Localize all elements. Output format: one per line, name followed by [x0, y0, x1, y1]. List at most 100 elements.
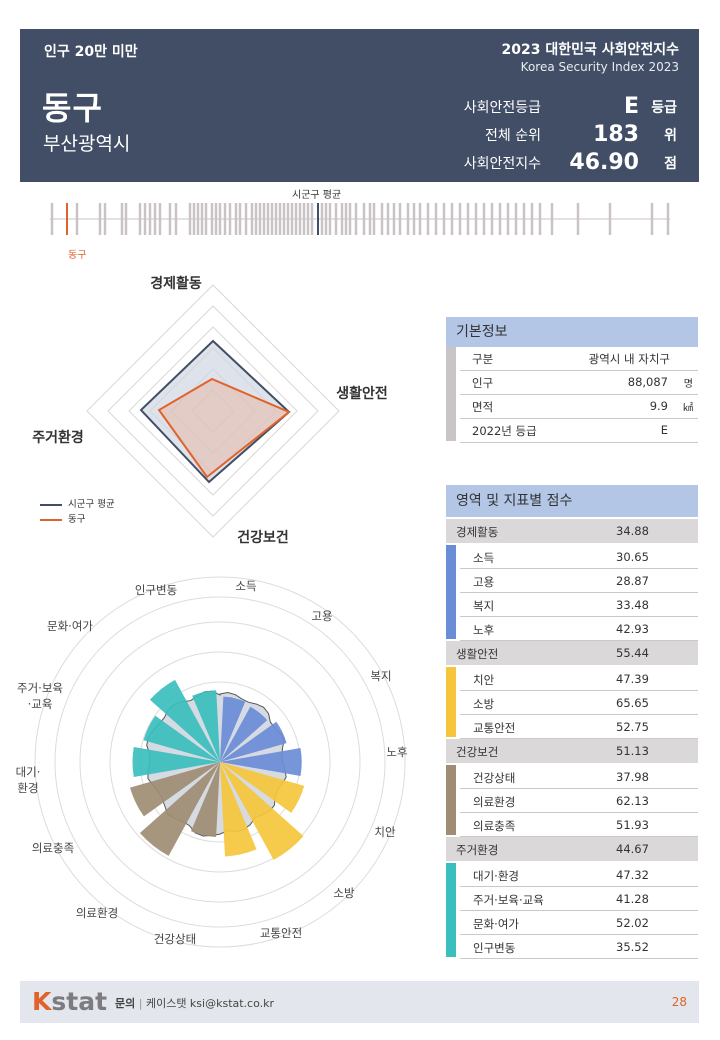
rose-wedge: [220, 748, 302, 776]
legend-item-self: 동구: [38, 512, 115, 527]
rank-strip-ticks: [50, 203, 670, 235]
legend-swatch-avg: [40, 504, 62, 506]
score-indicator-value: 47.32: [616, 868, 649, 882]
radar-axis-label: 생활안전: [336, 385, 388, 402]
score-indicator-value: 35.52: [616, 940, 649, 954]
rank-row: 전체 순위 183 위: [439, 121, 679, 147]
rank-strip-avg-label: 시군구 평균: [292, 190, 342, 201]
rose-label: 건강상태: [154, 932, 196, 946]
score-indicator-row: 고용 28.87: [460, 569, 698, 593]
basic-info-row: 인구 88,087 명: [460, 371, 698, 395]
radar-axis-label: 건강보건: [237, 529, 289, 546]
score-indicator-value: 52.02: [616, 916, 649, 930]
score-indicator-row: 복지 33.48: [460, 593, 698, 617]
rank-strip: [50, 203, 670, 235]
score-indicator-value: 37.98: [616, 770, 649, 784]
score-domain-name: 생활안전: [456, 647, 499, 661]
score-domain-row: 생활안전 55.44: [446, 641, 698, 665]
basic-info-unit: 명: [683, 379, 693, 390]
score-indicator-name: 복지: [473, 599, 495, 613]
rose-label: 고용: [311, 609, 332, 623]
radar-grid-ring: [86, 284, 340, 538]
rose-ring: [79, 621, 361, 903]
rose-wedge: [220, 762, 304, 860]
district-name: 동구: [42, 89, 103, 127]
score-indicator-name: 의료충족: [473, 819, 516, 833]
score-indicator-value: 47.39: [616, 672, 649, 686]
score-domain-value: 55.44: [616, 646, 649, 660]
radar-self-polygon: [157, 377, 291, 479]
score-domain-name: 건강보건: [456, 745, 499, 759]
rose-label: 소방: [333, 886, 355, 900]
score-indicator-name: 건강상태: [473, 771, 516, 785]
contact-text[interactable]: 케이스탯 ksi@kstat.co.kr: [145, 997, 275, 1010]
score-domain-bar: [446, 545, 456, 639]
rank-value: 183: [593, 122, 639, 147]
rose-label: 치안: [374, 825, 396, 839]
radar-legend: 시군구 평균 동구: [38, 497, 115, 527]
basic-info-row: 구분 광역시 내 자치구: [460, 347, 698, 371]
index-value: 46.90: [569, 150, 639, 175]
grade-value: E: [623, 94, 639, 119]
rank-label: 전체 순위: [485, 128, 541, 144]
legend-label-avg: 시군구 평균: [68, 499, 115, 510]
rose-label: 소득: [235, 579, 256, 593]
radar-grid-ring: [128, 326, 298, 496]
rose-wedge: [139, 762, 220, 856]
kstat-logo: Kstat: [32, 987, 107, 1016]
rose-wedge: [220, 706, 268, 762]
rose-label: 주거·보육 ·교육: [17, 681, 63, 711]
rose-label: 의료충족: [32, 841, 74, 855]
rose-wedge: [220, 762, 257, 857]
score-indicator-value: 65.65: [616, 696, 649, 710]
basic-info-title: 기본정보: [446, 317, 698, 347]
index-row: 사회안전지수 46.90 점: [439, 149, 679, 175]
score-indicator-row: 치안 47.39: [460, 667, 698, 691]
rose-wedge: [130, 762, 220, 817]
score-indicator-name: 노후: [473, 623, 495, 637]
radar-axis-label: 경제활동: [150, 275, 202, 292]
legend-label-self: 동구: [68, 514, 86, 525]
rank-strip-self-label: 동구: [68, 250, 87, 261]
rose-wedge: [220, 721, 287, 762]
score-indicator-row: 건강상태 37.98: [460, 765, 698, 789]
rose-wedge: [220, 762, 305, 813]
score-indicator-row: 대기·환경 47.32: [460, 863, 698, 887]
score-indicator-name: 의료환경: [473, 795, 516, 809]
basic-info-value: E: [660, 423, 668, 437]
rose-wedge: [132, 747, 220, 777]
score-indicator-row: 주거·보육·교육 41.28: [460, 887, 698, 911]
score-indicator-name: 주거·보육·교육: [473, 893, 544, 907]
radar-axis-label: 주거환경: [32, 429, 84, 446]
score-indicator-name: 교통안전: [473, 721, 516, 735]
rose-label: 교통안전: [260, 926, 302, 940]
basic-info-value: 광역시 내 자치구: [588, 352, 670, 366]
basic-info-unit: ㎢: [683, 403, 693, 414]
score-indicator-row: 인구변동 35.52: [460, 935, 698, 959]
header-banner: 인구 20만 미만 동구 부산광역시 2023 대한민국 사회안전지수 Kore…: [20, 29, 699, 182]
score-indicator-value: 51.93: [616, 818, 649, 832]
radar-grid-ring: [107, 305, 319, 517]
score-indicator-name: 고용: [473, 575, 495, 589]
score-indicator-row: 노후 42.93: [460, 617, 698, 641]
rose-wedge: [149, 679, 220, 762]
rose-wedges: [130, 679, 305, 860]
score-indicator-row: 의료환경 62.13: [460, 789, 698, 813]
rose-wedge: [191, 762, 220, 837]
score-domain-bar: [446, 863, 456, 957]
grade-unit: 등급: [651, 100, 677, 116]
basic-info-key: 구분: [472, 352, 494, 366]
rose-label: 대기· 환경: [16, 765, 41, 795]
index-unit: 점: [664, 156, 677, 172]
logo-k: K: [32, 987, 52, 1016]
score-indicator-name: 대기·환경: [473, 869, 519, 883]
grade-row: 사회안전등급 E 등급: [439, 93, 679, 119]
rank-unit: 위: [664, 128, 677, 144]
score-indicator-row: 교통안전 52.75: [460, 715, 698, 739]
page-number: 28: [671, 995, 687, 1009]
rose-label: 의료환경: [76, 906, 118, 920]
rose-wedge: [192, 690, 220, 762]
score-indicator-value: 62.13: [616, 794, 649, 808]
